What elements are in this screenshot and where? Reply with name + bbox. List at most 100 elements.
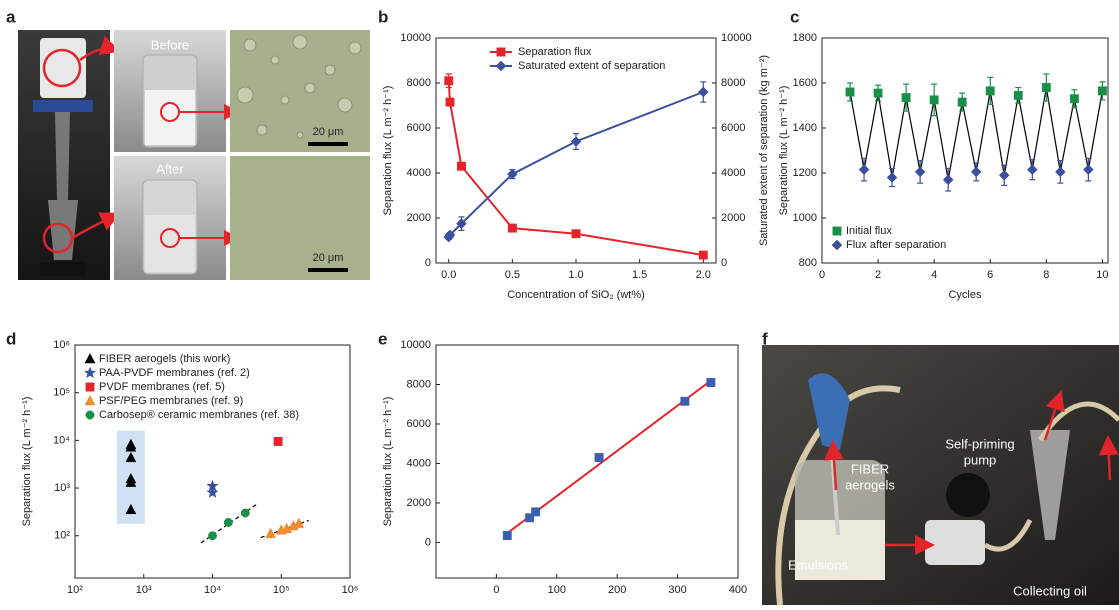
marker xyxy=(456,218,467,229)
y2-tick-label: 0 xyxy=(721,257,727,269)
x-tick-label: 400 xyxy=(729,584,747,596)
marker xyxy=(942,174,954,186)
y-tick-label: 10⁵ xyxy=(53,387,70,399)
marker xyxy=(970,166,982,178)
marker xyxy=(914,166,926,178)
photo-label: Self-priming xyxy=(945,436,1014,451)
marker xyxy=(1097,86,1107,96)
panel-label: b xyxy=(378,7,388,26)
panel-label: e xyxy=(378,329,387,348)
marker xyxy=(845,87,855,97)
marker xyxy=(594,453,604,463)
legend-marker xyxy=(85,410,95,420)
plot-frame xyxy=(821,37,1109,264)
legend-label: FIBER aerogels (this work) xyxy=(99,353,230,365)
marker xyxy=(208,531,217,541)
plot-frame xyxy=(435,344,739,579)
legend-marker xyxy=(496,47,506,57)
legend-marker xyxy=(84,394,96,406)
y-tick-label: 8000 xyxy=(407,77,431,89)
y2-tick-label: 6000 xyxy=(721,122,745,134)
marker xyxy=(1026,164,1038,175)
x-tick-label: 100 xyxy=(548,584,566,596)
y-tick-label: 1600 xyxy=(793,77,817,89)
photo-label: pump xyxy=(964,452,997,467)
marker xyxy=(531,507,541,517)
series-line xyxy=(447,91,704,238)
y-axis-label: Separation flux (L m⁻² h⁻¹) xyxy=(382,86,394,216)
y-tick-label: 4000 xyxy=(407,457,431,469)
x-tick-label: 0 xyxy=(493,584,499,596)
connector xyxy=(905,97,921,172)
x-axis-label: Concentration of SiO₂ (wt%) xyxy=(507,289,645,301)
y-tick-label: 8000 xyxy=(407,378,431,390)
panel-label: d xyxy=(6,329,16,348)
marker xyxy=(125,451,137,463)
marker xyxy=(457,161,466,171)
y-tick-label: 1400 xyxy=(793,122,817,134)
photo-label: Emulsions xyxy=(788,557,848,572)
y-axis-label: Separation flux (L m⁻² h⁻¹) xyxy=(778,86,790,216)
y-tick-label: 1200 xyxy=(793,167,817,179)
connector xyxy=(1031,87,1047,170)
y-tick-label: 1800 xyxy=(793,32,817,44)
marker xyxy=(985,86,995,96)
connector xyxy=(849,91,865,170)
connector xyxy=(863,93,879,170)
x-tick-label: 10 xyxy=(1096,269,1108,281)
y-tick-label: 10000 xyxy=(400,32,431,44)
marker xyxy=(525,513,535,523)
marker xyxy=(901,93,911,103)
x-tick-label: 0 xyxy=(819,269,825,281)
photo-label: FIBER xyxy=(851,461,889,476)
marker xyxy=(445,97,455,107)
x-tick-label: 2.0 xyxy=(696,269,711,281)
x-tick-label: 1.5 xyxy=(632,269,647,281)
y2-tick-label: 8000 xyxy=(721,77,745,89)
y2-tick-label: 2000 xyxy=(721,212,745,224)
marker xyxy=(873,88,883,98)
photo-label: Before xyxy=(151,37,189,52)
legend-label: Saturated extent of separation xyxy=(518,60,665,72)
panel-label: f xyxy=(762,329,768,348)
marker xyxy=(886,172,898,183)
marker xyxy=(240,508,250,518)
connector xyxy=(961,102,977,172)
y-tick-label: 6000 xyxy=(407,122,431,134)
x-tick-label: 1.0 xyxy=(568,269,583,281)
legend-marker xyxy=(84,352,96,364)
connector xyxy=(1087,90,1103,170)
x-tick-label: 10³ xyxy=(136,584,152,596)
marker xyxy=(444,229,456,241)
marker xyxy=(273,436,283,446)
x-tick-label: 8 xyxy=(1043,269,1049,281)
connector xyxy=(1017,95,1033,170)
connector xyxy=(933,99,949,180)
marker xyxy=(223,518,233,527)
marker xyxy=(929,95,939,105)
y-tick-label: 2000 xyxy=(407,497,431,509)
x-tick-label: 0.0 xyxy=(441,269,456,281)
photo-label: Collecting oil xyxy=(1013,583,1087,598)
legend-label: PSF/PEG membranes (ref. 9) xyxy=(99,395,243,407)
marker xyxy=(698,250,708,260)
x-tick-label: 200 xyxy=(608,584,626,596)
marker xyxy=(570,136,582,147)
y2-tick-label: 4000 xyxy=(721,167,745,179)
marker xyxy=(206,486,219,498)
legend-marker xyxy=(832,226,842,236)
marker xyxy=(706,378,716,387)
y-tick-label: 10² xyxy=(54,530,70,542)
x-tick-label: 6 xyxy=(987,269,993,281)
marker xyxy=(293,517,305,528)
y2-axis-label: Saturated extent of separation (kg m⁻²) xyxy=(758,55,770,246)
photo-a xyxy=(18,30,370,280)
legend-label: PAA-PVDF membranes (ref. 2) xyxy=(99,367,250,379)
marker xyxy=(858,164,870,175)
connector xyxy=(1059,98,1075,172)
marker xyxy=(1069,94,1079,104)
y-tick-label: 10³ xyxy=(54,482,70,494)
marker xyxy=(507,168,518,180)
x-tick-label: 10⁶ xyxy=(342,584,359,596)
x-tick-label: 2 xyxy=(875,269,881,281)
